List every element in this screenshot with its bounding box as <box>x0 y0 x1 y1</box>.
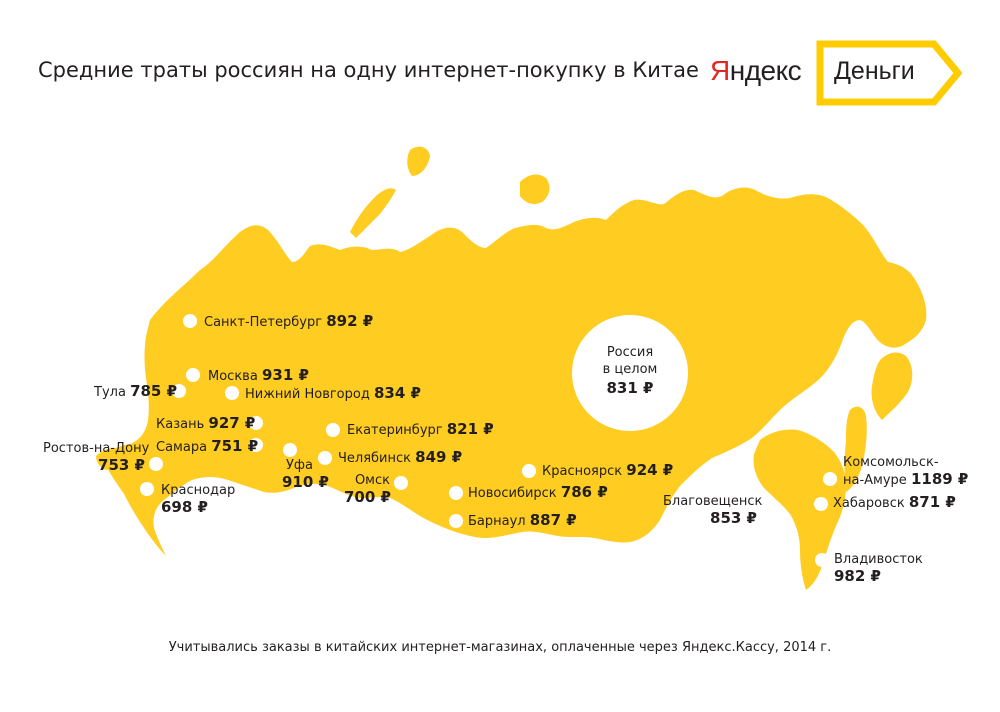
city-name: Хабаровск <box>833 496 905 511</box>
city-label-omsk: Омск 700 ₽ <box>344 473 391 506</box>
russia-total-label-line1: Россия <box>606 345 654 360</box>
city-marker-dot <box>249 438 263 452</box>
footnote: Учитывались заказы в китайских интернет-… <box>168 640 832 655</box>
city-value: 927 ₽ <box>208 414 256 432</box>
city-marker-dot <box>449 486 463 500</box>
city-label-nizhny-novgorod: Нижний Новгород 834 ₽ <box>245 385 421 403</box>
city-marker-dot <box>394 476 408 490</box>
city-label-yekaterinburg: Екатеринбург 821 ₽ <box>347 421 494 439</box>
city-label-ufa: Уфа 910 ₽ <box>282 458 329 490</box>
city-value: 700 ₽ <box>344 488 391 506</box>
money-badge-label: Деньги <box>834 57 915 85</box>
city-name: Новосибирск <box>468 486 557 501</box>
city-marker-dot <box>318 451 332 465</box>
city-marker-dot <box>522 464 536 478</box>
city-label-kazan: Казань 927 ₽ <box>156 415 255 433</box>
page-title: Средние траты россиян на одну интернет-п… <box>38 58 699 82</box>
city-value: 892 ₽ <box>326 312 374 330</box>
city-name: Уфа <box>286 458 314 473</box>
yandex-money-logo: Яндекс Деньги <box>708 40 962 106</box>
yandex-wordmark-rest: ндекс <box>729 55 802 86</box>
city-value: 910 ₽ <box>282 473 329 491</box>
city-marker-dot <box>225 386 239 400</box>
city-value: 786 ₽ <box>560 483 608 501</box>
city-value: 982 ₽ <box>834 567 881 585</box>
yandex-wordmark: Яндекс <box>710 55 802 87</box>
city-marker-dot <box>186 368 200 382</box>
yandex-wordmark-first-letter: Я <box>710 55 730 86</box>
city-label-samara: Самара 751 ₽ <box>156 438 258 456</box>
city-value: 751 ₽ <box>211 437 259 455</box>
city-name: Благовещенск <box>663 494 763 509</box>
city-value: 887 ₽ <box>529 511 577 529</box>
city-value: 698 ₽ <box>161 498 208 516</box>
city-label-krasnodar: Краснодар 698 ₽ <box>161 483 235 515</box>
city-name: Москва <box>208 369 258 384</box>
city-label-blagoveshchensk: Благовещенск 853 ₽ <box>663 494 763 527</box>
city-value: 849 ₽ <box>415 448 463 466</box>
city-marker-dot <box>762 497 776 511</box>
city-value: 753 ₽ <box>98 456 145 474</box>
city-label-komsomolsk-on-amur: Комсомольск- на-Амуре 1189 ₽ <box>843 455 968 489</box>
city-marker-dot <box>149 457 163 471</box>
city-label-tula: Тула 785 ₽ <box>94 383 177 401</box>
russia-total-marker: Россия в целом 831 ₽ <box>572 315 688 431</box>
city-label-rostov-on-don: Ростов-на-Дону 753 ₽ <box>43 441 150 474</box>
city-label-saint-petersburg: Санкт-Петербург 892 ₽ <box>204 313 373 331</box>
city-marker-dot <box>449 514 463 528</box>
city-name: Ростов-на-Дону <box>43 441 150 456</box>
russia-total-value: 831 ₽ <box>606 379 654 397</box>
city-name: Тула <box>94 385 126 400</box>
city-label-novosibirsk: Новосибирск 786 ₽ <box>468 484 608 502</box>
city-value: 924 ₽ <box>626 461 674 479</box>
city-label-krasnoyarsk: Красноярск 924 ₽ <box>542 462 673 480</box>
city-marker-dot <box>823 472 837 486</box>
city-marker-dot <box>326 423 340 437</box>
city-name: Комсомольск- <box>843 455 939 470</box>
city-name: Владивосток <box>834 552 923 567</box>
city-name: Екатеринбург <box>347 423 443 438</box>
city-marker-dot <box>140 482 154 496</box>
city-value: 931 ₽ <box>261 366 309 384</box>
city-name: Казань <box>156 417 205 432</box>
city-marker-dot <box>183 314 197 328</box>
city-name: Нижний Новгород <box>245 387 370 402</box>
money-badge-frame-icon <box>816 40 962 106</box>
city-label-moscow: Москва 931 ₽ <box>208 367 309 385</box>
russia-landmass <box>96 146 927 590</box>
city-marker-dot <box>172 384 186 398</box>
city-name-line2: на-Амуре <box>843 473 907 488</box>
city-name: Красноярск <box>542 464 623 479</box>
city-label-vladivostok: Владивосток 982 ₽ <box>834 552 923 584</box>
city-label-barnaul: Барнаул 887 ₽ <box>468 512 577 530</box>
city-value: 821 ₽ <box>446 420 494 438</box>
city-name: Омск <box>354 473 390 488</box>
city-value: 785 ₽ <box>130 382 178 400</box>
city-marker-dot <box>283 443 297 457</box>
city-marker-dot <box>249 416 263 430</box>
city-value: 871 ₽ <box>908 493 956 511</box>
city-name: Челябинск <box>338 451 412 466</box>
russia-total-label-line2: в целом <box>602 362 658 377</box>
city-value: 834 ₽ <box>373 384 421 402</box>
city-marker-dot <box>814 497 828 511</box>
city-name: Санкт-Петербург <box>204 315 323 330</box>
city-name: Краснодар <box>161 483 236 498</box>
city-name: Самара <box>156 440 208 455</box>
city-label-khabarovsk: Хабаровск 871 ₽ <box>833 494 956 512</box>
city-value: 1189 ₽ <box>910 470 969 488</box>
city-label-chelyabinsk: Челябинск 849 ₽ <box>338 449 462 467</box>
city-value: 853 ₽ <box>710 509 757 527</box>
city-marker-dot <box>815 553 829 567</box>
city-name: Барнаул <box>468 514 526 529</box>
